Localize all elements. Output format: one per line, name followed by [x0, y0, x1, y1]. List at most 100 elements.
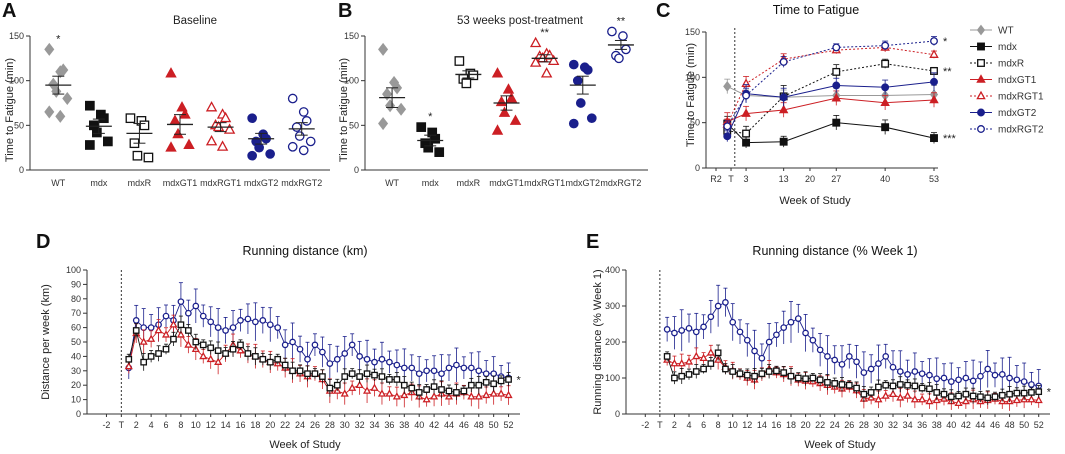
- data-point-mdxRGT2: [794, 315, 802, 322]
- legend-label: mdxR: [998, 59, 1024, 70]
- data-point: [179, 108, 191, 119]
- data-point: [247, 150, 257, 161]
- data-point: [498, 106, 511, 117]
- data-point-mdxRGT2: [408, 364, 416, 372]
- data-point-mdxR: [333, 381, 341, 389]
- data-point-mdxR: [838, 381, 846, 388]
- data-point-mdxR: [304, 370, 311, 378]
- data-point-mdxRGT1: [504, 390, 513, 399]
- data-point: [568, 59, 579, 70]
- data-point-mdxR: [977, 393, 984, 401]
- data-point-mdxRGT2: [671, 329, 678, 337]
- data-point-mdxRGT2: [743, 336, 751, 344]
- data-point-mdxRGT2: [371, 358, 378, 366]
- panel-a-ylabel: Time to Fatigue (min): [4, 58, 16, 162]
- data-point-mdxR: [140, 358, 148, 366]
- data-point-mdxRGT1: [954, 398, 963, 407]
- data-point-mdxRGT2: [780, 324, 788, 331]
- data-point-mdxR: [1006, 390, 1013, 398]
- y-tick-label: 150: [344, 31, 359, 41]
- panel-e-xlabel: Week of Study: [804, 439, 876, 451]
- data-point-mdxRGT2: [1013, 376, 1021, 384]
- data-point-mdxRGT2: [356, 353, 363, 360]
- data-point: [607, 26, 617, 37]
- data-point-mdx: [881, 123, 890, 132]
- data-point: [301, 116, 312, 126]
- y-tick-label: 100: [344, 76, 359, 86]
- y-tick-label: 50: [14, 120, 24, 130]
- data-point-mdxR: [408, 384, 416, 392]
- data-point-mdxR: [947, 393, 955, 401]
- data-point-mdxRGT1: [903, 391, 912, 399]
- panel-d-ylabel: Distance per week (km): [40, 284, 52, 400]
- y-tick-label: 90: [71, 279, 81, 289]
- series-line-mdxRGT2: [128, 300, 509, 379]
- data-point-mdxR: [911, 382, 919, 390]
- data-point-mdxRGT2: [490, 370, 498, 378]
- data-point-mdxR: [296, 367, 304, 375]
- data-point-mdxR: [714, 349, 722, 357]
- data-point-mdxRGT2: [722, 299, 729, 306]
- data-point-mdxRGT1: [363, 386, 372, 394]
- data-point-mdxRGT2: [400, 364, 408, 372]
- data-point-mdxRGT2: [911, 368, 919, 375]
- data-point-mdxRGT2: [274, 324, 282, 331]
- panel-e-ylabel: Running distance (% Week 1): [592, 269, 604, 414]
- data-point: [454, 56, 465, 66]
- y-tick-label: 40: [71, 351, 81, 361]
- data-point-mdxRGT1: [482, 390, 491, 399]
- data-point-mdxR: [881, 59, 890, 68]
- data-point-mdxR: [743, 371, 751, 379]
- data-point-mdxGT1: [929, 94, 939, 104]
- data-point: [291, 122, 302, 132]
- data-point-mdxRGT2: [882, 353, 890, 360]
- data-point: [509, 114, 522, 125]
- data-point-mdxRGT2: [707, 313, 715, 321]
- data-point-mdxRGT2: [341, 350, 349, 357]
- data-point: [58, 63, 69, 77]
- data-point: [461, 78, 472, 89]
- x-tick-label: mdxR: [457, 178, 481, 188]
- data-point-mdxRGT1: [961, 396, 970, 405]
- data-point-mdxR: [185, 327, 192, 334]
- data-point-mdxRGT1: [497, 389, 506, 397]
- x-tick-label: 6: [164, 420, 169, 430]
- data-point-mdxR: [162, 345, 170, 353]
- data-point-mdxRGT1: [206, 354, 215, 363]
- x-tick-label: 30: [340, 420, 350, 430]
- x-tick-label: 13: [779, 174, 789, 184]
- x-tick-label: 53: [929, 174, 939, 184]
- data-point-mdxRGT1: [161, 330, 171, 338]
- data-point-mdxR: [845, 381, 853, 389]
- data-point-mdxRGT2: [132, 317, 140, 324]
- data-point: [298, 145, 309, 156]
- data-point-mdxR: [266, 358, 274, 366]
- data-point-mdxRGT1: [340, 389, 349, 397]
- data-point-mdxRGT2: [319, 348, 326, 356]
- x-tick-label: 27: [831, 174, 841, 184]
- data-point-mdxRGT2: [881, 41, 890, 50]
- data-point-mdxR: [933, 389, 941, 396]
- data-point-mdxRGT2: [729, 318, 737, 326]
- data-point-mdxRGT1: [124, 361, 133, 370]
- legend-marker: [976, 24, 986, 36]
- data-point-mdxRGT2: [296, 345, 304, 353]
- data-point-mdxRGT2: [1028, 381, 1035, 388]
- x-tick-label: 30: [873, 420, 883, 430]
- data-point: [586, 113, 597, 124]
- panel-b-plot: 0 50 100 150 WT mdx * mdxR mdxGT1 mdxRGT1 ** mdxGT2…: [344, 16, 648, 188]
- x-tick-label: mdxRGT2: [600, 178, 641, 188]
- x-tick-label: T: [728, 174, 734, 184]
- panel-label-a: A: [2, 0, 16, 22]
- data-point: [416, 122, 427, 132]
- data-point-mdxR: [824, 378, 831, 386]
- data-point-mdxRGT2: [386, 358, 393, 366]
- data-point-mdxRGT2: [809, 336, 817, 344]
- x-tick-label: 44: [975, 420, 985, 430]
- data-point: [423, 142, 434, 153]
- data-point-mdxRGT2: [969, 377, 977, 385]
- x-tick-label: 26: [310, 420, 320, 430]
- data-point-mdxR: [700, 365, 707, 373]
- data-point-mdxR: [853, 384, 860, 392]
- y-tick-label: 100: [685, 72, 700, 82]
